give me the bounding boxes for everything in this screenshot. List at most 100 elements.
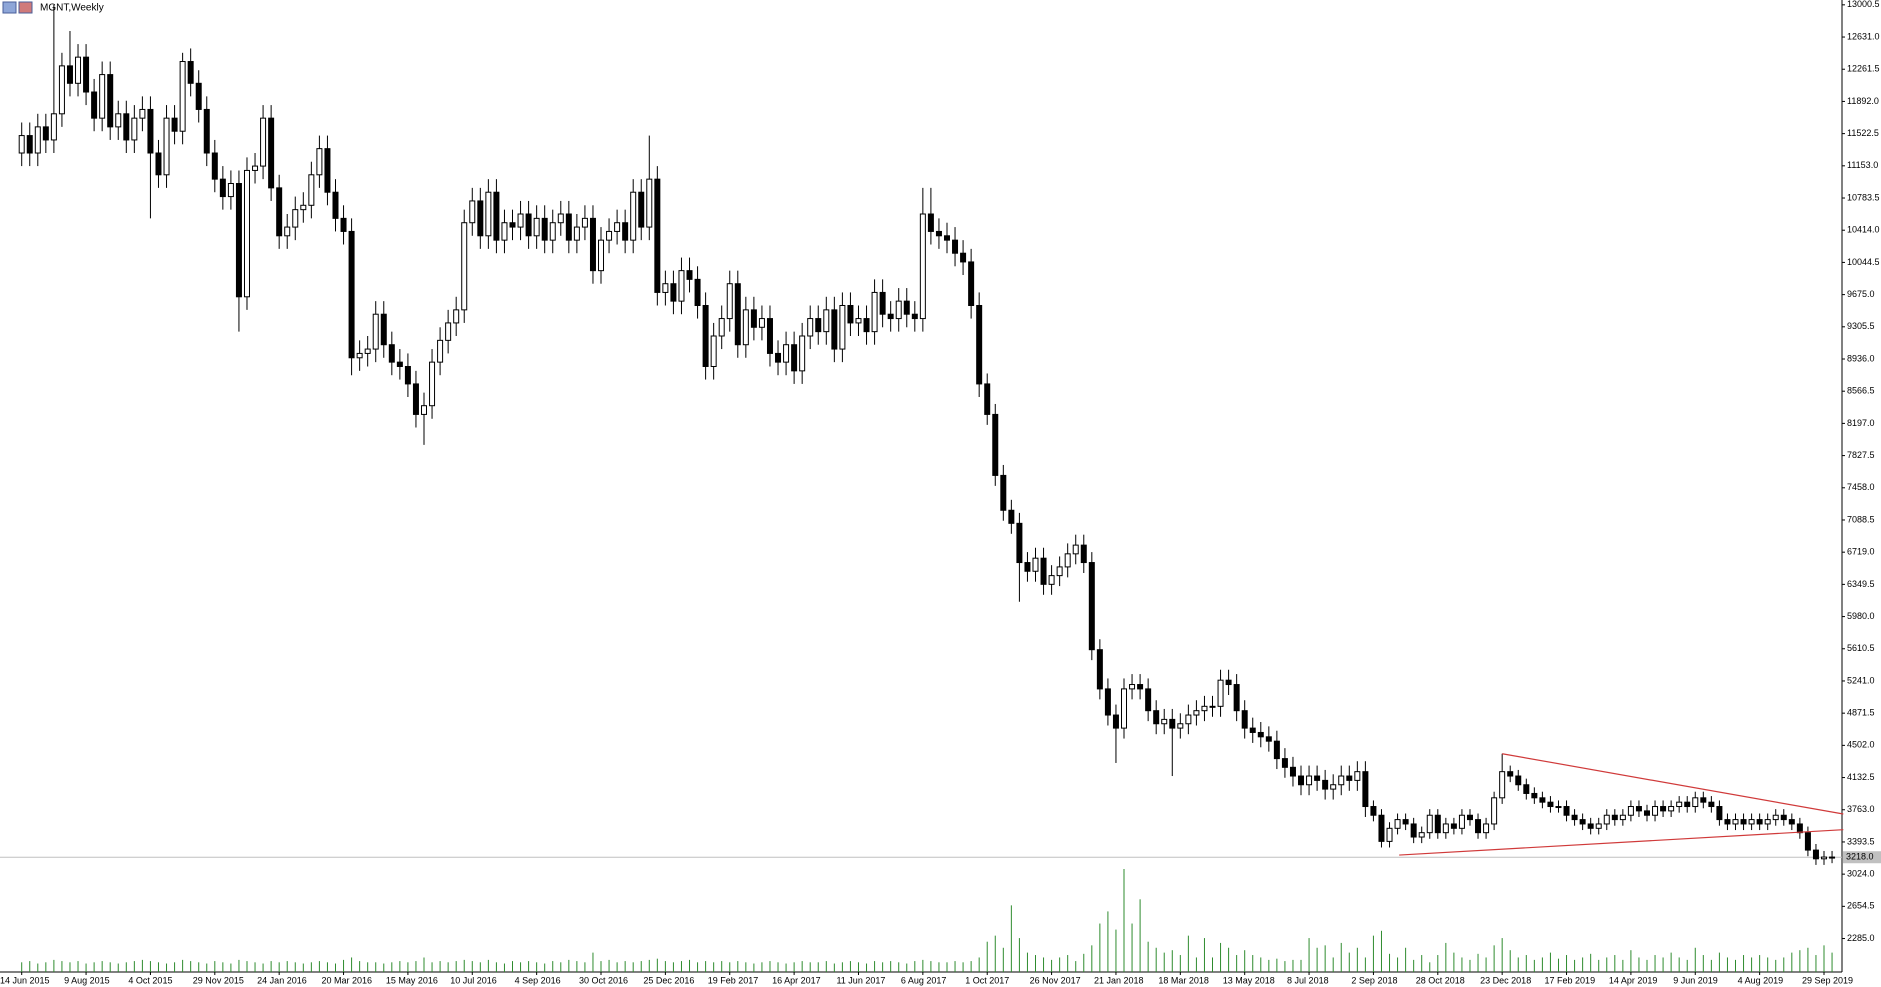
candle-body xyxy=(1804,832,1811,851)
candle-body xyxy=(437,339,444,363)
candle-body xyxy=(26,135,33,154)
candle-body xyxy=(1225,679,1232,686)
candle-body xyxy=(1338,775,1345,786)
candle-body xyxy=(1322,779,1329,790)
candle-body xyxy=(1764,819,1771,825)
candle-body xyxy=(654,178,661,293)
candle-body xyxy=(1772,814,1779,821)
x-tick-label: 29 Nov 2015 xyxy=(193,975,244,985)
candle-body xyxy=(147,108,154,154)
candle-body xyxy=(622,222,629,241)
candle-body xyxy=(1016,522,1023,564)
candle-body xyxy=(1515,775,1522,786)
candle-body xyxy=(1450,823,1457,829)
candle-body xyxy=(1169,718,1176,729)
x-tick-label: 9 Jun 2019 xyxy=(1673,975,1718,985)
y-tick-label: 13000.5 xyxy=(1847,0,1880,9)
candle-body xyxy=(1523,784,1530,794)
candle-body xyxy=(919,213,926,320)
y-tick-label: 8566.5 xyxy=(1847,386,1875,396)
candle-body xyxy=(396,361,403,367)
candle-body xyxy=(1121,688,1128,729)
candle-body xyxy=(1499,771,1506,799)
y-tick-label: 11892.0 xyxy=(1847,96,1879,106)
candle-body xyxy=(1008,509,1015,524)
candle-body xyxy=(533,217,540,237)
candle-body xyxy=(1330,784,1337,790)
candle-body xyxy=(1563,806,1570,816)
candle-body xyxy=(75,56,82,84)
candle-body xyxy=(1298,775,1305,786)
candle-body xyxy=(501,222,508,241)
candle-body xyxy=(1426,814,1433,834)
candle-body xyxy=(1821,856,1828,860)
trendline xyxy=(1399,829,1844,856)
candle-body xyxy=(1756,819,1763,825)
candle-body xyxy=(1410,823,1417,838)
candle-body xyxy=(380,313,387,346)
candle-body xyxy=(1740,819,1747,825)
candle-body xyxy=(493,191,500,241)
candle-body xyxy=(718,318,725,337)
x-tick-label: 14 Jun 2015 xyxy=(0,975,50,985)
candle-body xyxy=(1611,814,1618,821)
candle-body xyxy=(606,230,613,241)
candle-body xyxy=(895,300,902,320)
candle-body xyxy=(1104,688,1111,716)
candle-body xyxy=(1370,806,1377,816)
candle-body xyxy=(1812,849,1819,860)
candle-body xyxy=(935,230,942,237)
candle-body xyxy=(702,304,709,367)
candle-body xyxy=(155,152,162,176)
candle-body xyxy=(1314,775,1321,781)
icon xyxy=(18,1,33,14)
y-tick-label: 11522.5 xyxy=(1847,128,1879,138)
candle-body xyxy=(91,91,98,119)
candle-body xyxy=(485,191,492,237)
x-tick-label: 28 Oct 2018 xyxy=(1416,975,1465,985)
y-tick-label: 6349.5 xyxy=(1847,579,1875,589)
candle-body xyxy=(340,217,347,232)
x-tick-label: 11 Jun 2017 xyxy=(836,975,885,985)
x-tick-label: 9 Aug 2015 xyxy=(64,975,110,985)
candle-body xyxy=(598,239,605,272)
candle-body xyxy=(1442,823,1449,834)
candle-body xyxy=(235,183,242,298)
candle-body xyxy=(1531,792,1538,799)
candle-body xyxy=(1676,801,1683,808)
candle-body xyxy=(1652,806,1659,816)
candle-body xyxy=(1635,806,1642,812)
candle-body xyxy=(678,270,685,302)
candle-body xyxy=(1306,775,1313,786)
x-tick-label: 4 Oct 2015 xyxy=(128,975,172,985)
candle-body xyxy=(260,117,267,167)
x-tick-label: 29 Sep 2019 xyxy=(1802,975,1853,985)
candle-body xyxy=(1129,684,1136,690)
chart-title: MGNT,Weekly xyxy=(40,3,104,14)
candle-body xyxy=(638,191,645,228)
candle-body xyxy=(1088,562,1095,651)
candle-body xyxy=(58,65,65,115)
candle-body xyxy=(219,178,226,198)
last-price-box xyxy=(1843,851,1881,864)
candle-body xyxy=(1700,797,1707,803)
candle-body xyxy=(1716,806,1723,821)
candle-body xyxy=(332,191,339,219)
candle-body xyxy=(1056,566,1063,577)
candle-body xyxy=(203,108,210,154)
candle-body xyxy=(750,309,757,328)
candle-body xyxy=(139,108,146,119)
y-tick-label: 10044.5 xyxy=(1847,257,1880,267)
last-price-label: 3218.0 xyxy=(1846,852,1874,862)
candle-body xyxy=(887,313,894,320)
candle-body xyxy=(211,152,218,180)
candle-body xyxy=(1619,814,1626,821)
x-tick-label: 15 May 2016 xyxy=(386,975,438,985)
candle-body xyxy=(1466,814,1473,821)
candle-body xyxy=(1289,766,1296,777)
candle-body xyxy=(742,309,749,346)
candle-body xyxy=(123,113,130,141)
y-tick-label: 7088.5 xyxy=(1847,514,1875,524)
candle-body xyxy=(1418,832,1425,838)
